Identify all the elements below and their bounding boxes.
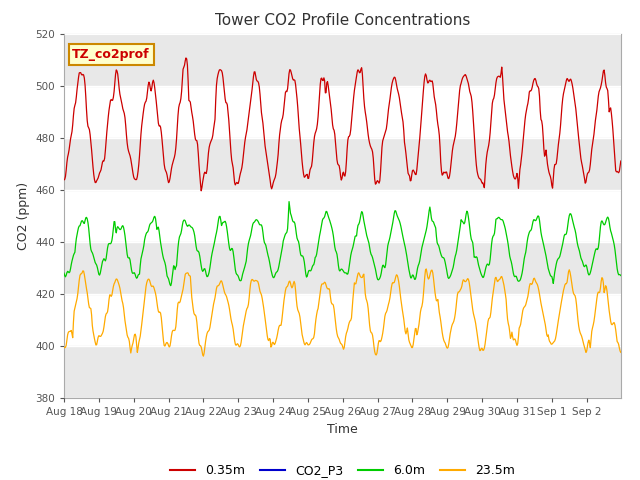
X-axis label: Time: Time	[327, 423, 358, 436]
Bar	[64, 346, 621, 398]
Y-axis label: CO2 (ppm): CO2 (ppm)	[17, 182, 29, 250]
Bar	[64, 138, 621, 190]
Text: TZ_co2prof: TZ_co2prof	[72, 48, 150, 61]
Title: Tower CO2 Profile Concentrations: Tower CO2 Profile Concentrations	[214, 13, 470, 28]
Legend: 0.35m, CO2_P3, 6.0m, 23.5m: 0.35m, CO2_P3, 6.0m, 23.5m	[165, 459, 520, 480]
Bar	[64, 34, 621, 86]
Bar	[64, 242, 621, 294]
